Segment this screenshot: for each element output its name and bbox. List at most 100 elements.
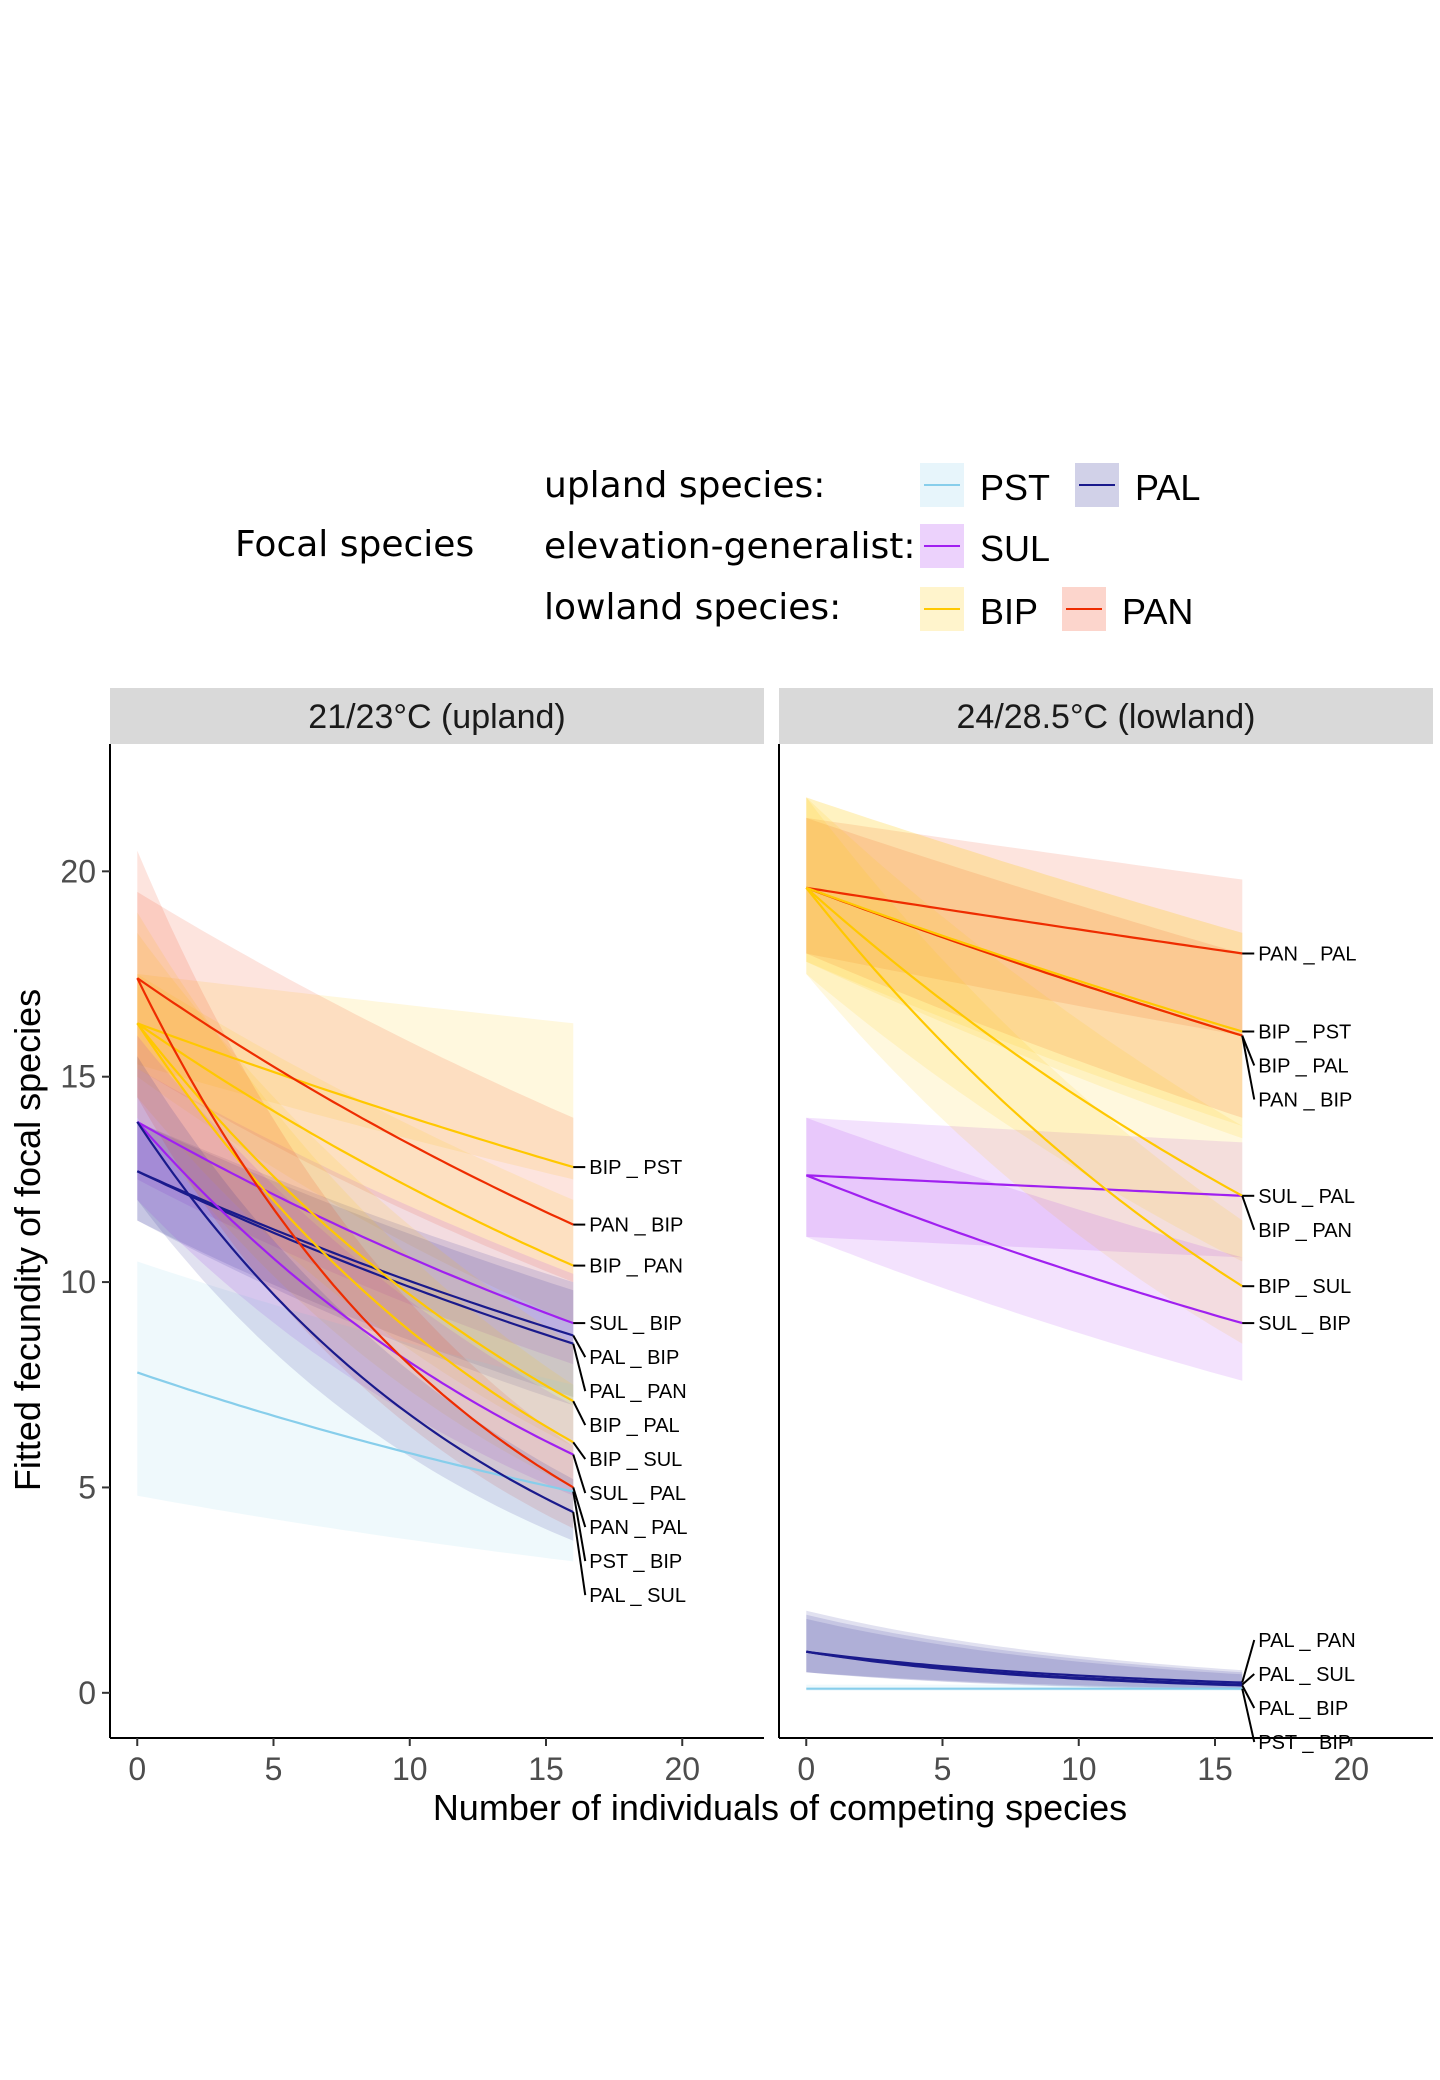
x-tick-label-upland-10: 10 <box>392 1751 428 1787</box>
ribbon-lowland-pal-bip <box>806 1618 1243 1690</box>
leader-line-upland-pal-pan <box>572 1343 587 1392</box>
ribbon-lowland-pan-bip <box>806 817 1243 1118</box>
ribbon-upland-sul-bip <box>137 1068 574 1365</box>
end-label-upland-pal-bip: PAL _ BIP <box>589 1347 679 1369</box>
x-tick-label-lowland-0: 0 <box>797 1751 815 1787</box>
x-tick-label-upland-0: 0 <box>128 1751 146 1787</box>
series-line-lowland-bip-sul <box>805 887 1243 1288</box>
ribbon-lowland-sul-bip <box>806 1117 1243 1381</box>
series-line-upland-pst-bip <box>136 1371 574 1493</box>
leader-line-upland-pal-sul <box>572 1511 587 1596</box>
end-label-lowland-pan-bip: PAN _ BIP <box>1258 1090 1352 1112</box>
end-label-lowland-sul-bip: SUL _ BIP <box>1258 1313 1351 1335</box>
leader-line-lowland-bip-pal <box>1241 1035 1256 1066</box>
series-line-upland-sul-pal <box>136 1121 574 1456</box>
end-label-upland-pan-pal: PAN _ PAL <box>589 1517 687 1539</box>
series-line-upland-pal-pan <box>136 1170 574 1345</box>
ribbon-upland-pal-bip <box>137 1121 574 1398</box>
legend-label-pal: PAL <box>1135 467 1200 508</box>
end-label-lowland-pal-bip: PAL _ BIP <box>1258 1698 1348 1720</box>
end-label-upland-sul-bip: SUL _ BIP <box>589 1313 682 1335</box>
x-tick-label-lowland-20: 20 <box>1333 1751 1369 1787</box>
end-label-upland-pst-bip: PST _ BIP <box>589 1551 682 1573</box>
ribbon-lowland-pan-pal <box>806 817 1243 1036</box>
series-line-upland-pan-bip <box>136 977 574 1226</box>
y-tick-label-0: 0 <box>78 1675 96 1711</box>
ribbon-upland-bip-sul <box>137 912 574 1488</box>
ribbon-lowland-bip-pst <box>806 797 1243 1139</box>
leader-line-upland-bip-sul <box>572 1441 587 1460</box>
ribbon-upland-pan-pal <box>137 850 574 1529</box>
end-label-lowland-pal-sul: PAL _ SUL <box>1258 1664 1355 1686</box>
leader-line-upland-pan-pal <box>572 1487 587 1528</box>
legend-label-pst: PST <box>980 467 1050 508</box>
leader-line-upland-pst-bip <box>572 1491 587 1562</box>
end-label-upland-bip-pal: BIP _ PAL <box>589 1415 679 1437</box>
leader-line-upland-sul-pal <box>572 1454 587 1494</box>
legend-title: Focal species <box>235 524 474 565</box>
ribbon-upland-bip-pan <box>137 974 574 1324</box>
series-line-upland-bip-pan <box>136 1022 574 1267</box>
x-axis-title: Number of individuals of competing speci… <box>433 1787 1127 1828</box>
series-line-lowland-sul-pal <box>806 1174 1243 1197</box>
ribbon-upland-bip-pst <box>137 974 574 1180</box>
panel-lowland-lines <box>805 886 1243 1690</box>
ribbon-lowland-bip-sul <box>806 797 1243 1344</box>
leader-line-upland-pal-bip <box>572 1335 587 1358</box>
panel-lowland-ribbons <box>806 797 1243 1691</box>
x-tick-label-upland-20: 20 <box>664 1751 700 1787</box>
series-line-upland-pal-sul <box>136 1121 574 1514</box>
legend-group-generalist: elevation-generalist: <box>544 526 915 567</box>
leader-line-lowland-pal-pan <box>1241 1639 1256 1683</box>
series-line-lowland-pal-bip <box>806 1650 1243 1687</box>
x-tick-label-upland-5: 5 <box>265 1751 283 1787</box>
series-line-lowland-pal-pan <box>806 1650 1243 1684</box>
end-label-lowland-sul-pal: SUL _ PAL <box>1258 1186 1355 1208</box>
panel-title-upland: 21/23°C (upland) <box>308 698 565 736</box>
legend-label-bip: BIP <box>980 591 1038 632</box>
legend-group-lowland: lowland species: <box>544 587 841 628</box>
panel-title-lowland: 24/28.5°C (lowland) <box>957 698 1256 736</box>
ribbon-upland-bip-pal <box>137 932 574 1447</box>
series-line-upland-sul-bip <box>136 1120 574 1325</box>
y-axis-title: Fitted fecundity of focal species <box>7 989 48 1491</box>
ribbon-lowland-bip-pan <box>806 797 1243 1262</box>
leader-line-lowland-pst-bip <box>1241 1688 1256 1743</box>
ribbon-lowland-bip-pal <box>806 797 1243 1126</box>
end-label-upland-bip-pst: BIP _ PST <box>589 1157 682 1179</box>
leader-line-lowland-pal-bip <box>1241 1684 1256 1709</box>
ribbon-lowland-pal-pan <box>806 1610 1243 1689</box>
ribbon-upland-pal-sul <box>137 1056 574 1541</box>
end-label-lowland-pal-pan: PAL _ PAN <box>1258 1630 1355 1652</box>
legend-label-sul: SUL <box>980 528 1050 569</box>
x-tick-label-upland-15: 15 <box>528 1751 564 1787</box>
x-tick-label-lowland-10: 10 <box>1061 1751 1097 1787</box>
series-line-upland-bip-pst <box>136 1022 574 1169</box>
end-label-lowland-bip-sul: BIP _ SUL <box>1258 1276 1351 1298</box>
x-tick-label-lowland-15: 15 <box>1197 1751 1233 1787</box>
legend-label-pan: PAN <box>1122 591 1193 632</box>
ribbon-lowland-pal-sul <box>806 1614 1243 1690</box>
series-line-lowland-bip-pan <box>805 886 1243 1197</box>
y-tick-label-5: 5 <box>78 1469 96 1505</box>
end-label-upland-pal-pan: PAL _ PAN <box>589 1381 686 1403</box>
ribbon-upland-pan-bip <box>137 891 574 1283</box>
end-label-upland-bip-pan: BIP _ PAN <box>589 1256 683 1278</box>
ribbon-upland-pst-bip <box>137 1261 574 1562</box>
panel-strip-upland <box>110 688 764 744</box>
end-label-lowland-bip-pst: BIP _ PST <box>1258 1022 1351 1044</box>
axes: 0 5 10 15 20 0 5 10 15 20 0 5 10 15 20 <box>60 744 1433 1787</box>
end-label-upland-pal-sul: PAL _ SUL <box>589 1585 686 1607</box>
leader-line-lowland-pan-bip <box>1241 1035 1256 1100</box>
leader-line-lowland-bip-pan <box>1241 1195 1256 1231</box>
series-line-upland-pal-bip <box>136 1170 574 1337</box>
series-line-lowland-sul-bip <box>805 1174 1243 1325</box>
panel-upland-end-labels: BIP _ PST PAN _ BIP BIP _ PAN SUL _ BIP PAL … <box>572 1157 687 1607</box>
x-tick-label-lowland-5: 5 <box>934 1751 952 1787</box>
panel-lowland-end-labels: PAN _ PAL BIP _ PST BIP _ PAL PAN _ BIP SUL … <box>1241 944 1356 1754</box>
y-tick-label-20: 20 <box>60 853 96 889</box>
end-label-upland-sul-pal: SUL _ PAL <box>589 1483 686 1505</box>
end-label-lowland-pan-pal: PAN _ PAL <box>1258 944 1356 966</box>
legend: Focal species upland species: elevation-… <box>235 463 1200 632</box>
